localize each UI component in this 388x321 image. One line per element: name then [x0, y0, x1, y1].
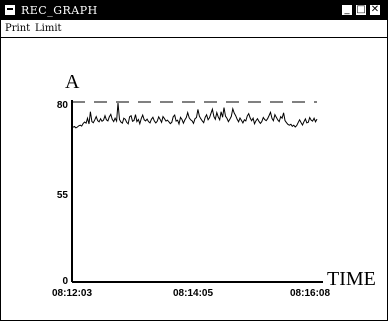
- chart-area: A TIME 80 55 0 08:12:03 08:14:05 08:16:0…: [1, 38, 387, 320]
- window-title: REC_GRAPH: [21, 4, 98, 17]
- y-tick-label-mid: 55: [56, 190, 68, 201]
- x-axis-label: TIME: [327, 268, 376, 290]
- series-line: [72, 103, 318, 129]
- x-tick-label-end: 08:16:08: [290, 288, 331, 299]
- minimize-button[interactable]: _: [341, 4, 353, 16]
- menu-limit[interactable]: Limit: [35, 23, 62, 34]
- menu-print[interactable]: Print: [5, 23, 31, 34]
- chart-svg: [71, 100, 323, 283]
- x-tick-label-start: 08:12:03: [52, 288, 93, 299]
- x-tick-label-mid: 08:14:05: [173, 288, 214, 299]
- title-bar[interactable]: REC_GRAPH _ □ ✕: [1, 1, 387, 20]
- menu-bar: Print Limit: [1, 21, 387, 38]
- y-tick-label-top: 80: [56, 100, 68, 111]
- close-button[interactable]: ✕: [369, 4, 381, 16]
- system-menu-icon[interactable]: [5, 5, 15, 15]
- y-tick-label-bottom: 0: [62, 276, 68, 287]
- y-axis-label: A: [65, 71, 80, 93]
- maximize-button[interactable]: □: [355, 4, 367, 16]
